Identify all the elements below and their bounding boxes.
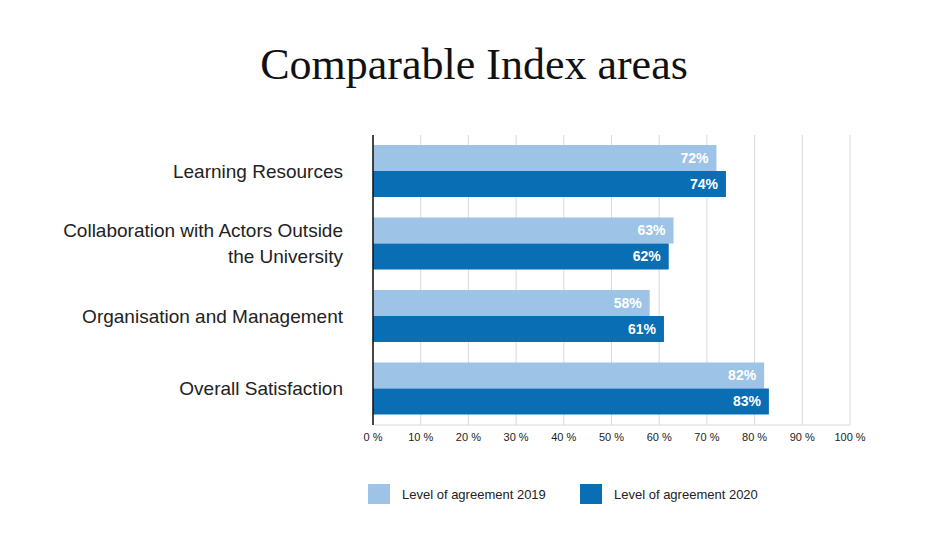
svg-text:90 %: 90 % — [790, 431, 815, 443]
svg-text:63%: 63% — [637, 222, 666, 238]
svg-text:83%: 83% — [733, 393, 762, 409]
svg-text:60 %: 60 % — [647, 431, 672, 443]
html-text:Level of agreement 2019: Level of agreement 2019 — [402, 486, 546, 502]
html-text:Comparable Index areas: Comparable Index areas — [260, 39, 688, 89]
svg-text:Learning Resources: Learning Resources — [173, 161, 343, 182]
svg-text:Overall Satisfaction: Overall Satisfaction — [179, 378, 343, 399]
svg-text:100 %: 100 % — [834, 431, 865, 443]
svg-text:72%: 72% — [680, 150, 709, 166]
svg-text:58%: 58% — [614, 295, 643, 311]
svg-text:20 %: 20 % — [456, 431, 481, 443]
svg-text:Collaboration with Actors Outs: Collaboration with Actors Outsidethe Uni… — [63, 220, 343, 267]
svg-text:Organisation and Management: Organisation and Management — [82, 306, 344, 327]
svg-text:10 %: 10 % — [408, 431, 433, 443]
svg-text:80 %: 80 % — [742, 431, 767, 443]
svg-text:70 %: 70 % — [694, 431, 719, 443]
svg-text:50 %: 50 % — [599, 431, 624, 443]
html-text:Level of agreement 2020: Level of agreement 2020 — [614, 486, 758, 502]
svg-text:61%: 61% — [628, 321, 657, 337]
svg-text:40 %: 40 % — [551, 431, 576, 443]
svg-text:0 %: 0 % — [364, 431, 383, 443]
svg-text:82%: 82% — [728, 367, 757, 383]
svg-text:30 %: 30 % — [504, 431, 529, 443]
svg-text:74%: 74% — [690, 176, 719, 192]
svg-text:62%: 62% — [633, 248, 662, 264]
